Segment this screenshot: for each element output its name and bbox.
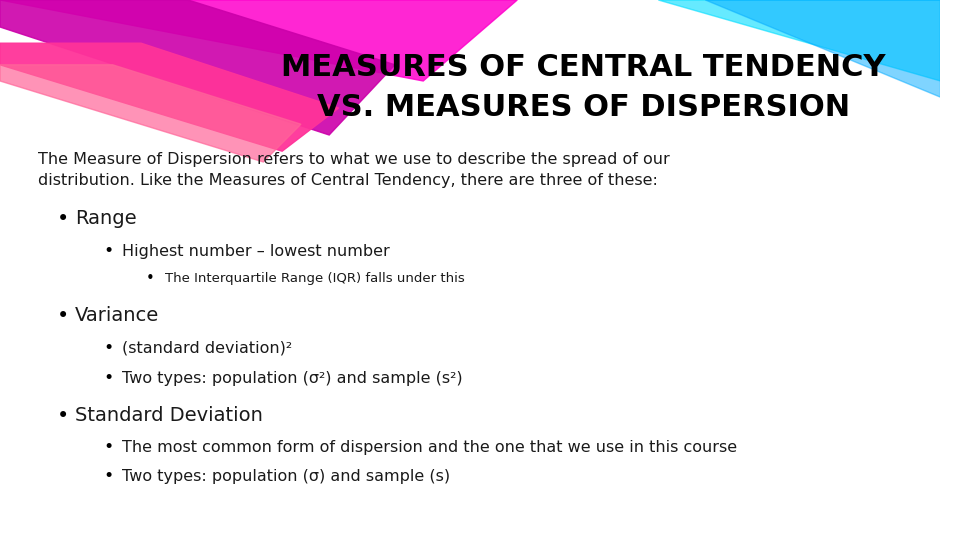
Text: (standard deviation)²: (standard deviation)²	[122, 341, 293, 356]
Text: •: •	[146, 271, 155, 286]
Text: Two types: population (σ) and sample (s): Two types: population (σ) and sample (s)	[122, 469, 450, 484]
Text: •: •	[57, 306, 69, 326]
Text: The Interquartile Range (IQR) falls under this: The Interquartile Range (IQR) falls unde…	[164, 272, 465, 285]
Text: •: •	[104, 467, 113, 485]
Text: MEASURES OF CENTRAL TENDENCY: MEASURES OF CENTRAL TENDENCY	[281, 53, 885, 82]
Text: VS. MEASURES OF DISPERSION: VS. MEASURES OF DISPERSION	[317, 93, 850, 123]
Text: Highest number – lowest number: Highest number – lowest number	[122, 244, 390, 259]
Text: •: •	[104, 369, 113, 387]
Text: •: •	[57, 406, 69, 426]
Text: •: •	[57, 208, 69, 229]
Polygon shape	[0, 43, 339, 151]
Polygon shape	[188, 0, 753, 119]
Text: Range: Range	[75, 209, 137, 228]
Text: Two types: population (σ²) and sample (s²): Two types: population (σ²) and sample (s…	[122, 370, 463, 386]
Polygon shape	[0, 65, 300, 162]
Text: •: •	[104, 438, 113, 456]
Text: Variance: Variance	[75, 306, 159, 326]
Text: •: •	[104, 242, 113, 260]
Polygon shape	[659, 0, 941, 81]
Text: The most common form of dispersion and the one that we use in this course: The most common form of dispersion and t…	[122, 440, 737, 455]
Polygon shape	[706, 0, 941, 97]
Text: The Measure of Dispersion refers to what we use to describe the spread of our
di: The Measure of Dispersion refers to what…	[37, 152, 669, 188]
Text: •: •	[104, 339, 113, 357]
Text: Standard Deviation: Standard Deviation	[75, 406, 263, 426]
Polygon shape	[0, 0, 517, 81]
Polygon shape	[0, 0, 395, 135]
